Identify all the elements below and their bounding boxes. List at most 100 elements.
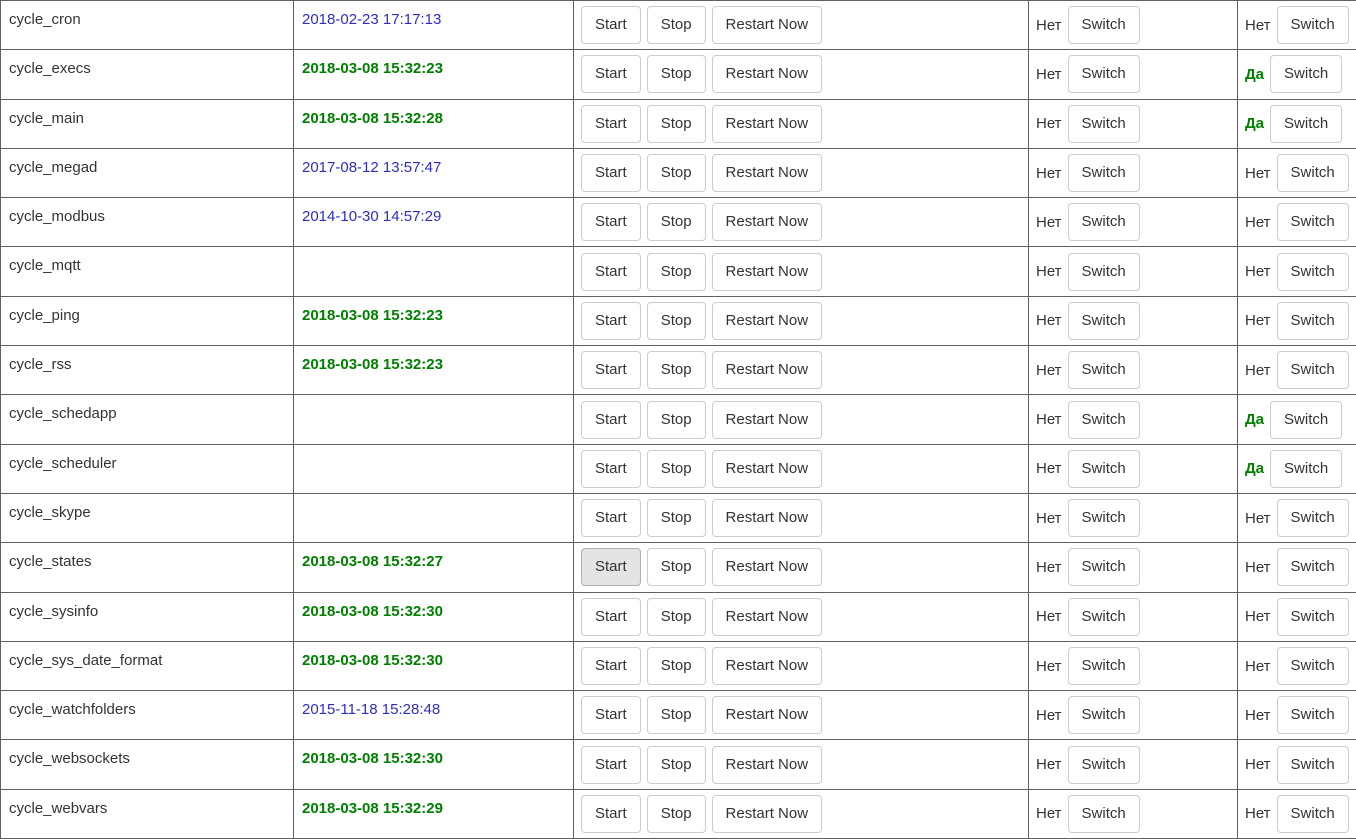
restart-now-button[interactable]: Restart Now xyxy=(711,252,823,291)
flag-b-switch-button[interactable]: Switch xyxy=(1270,400,1343,439)
start-button[interactable]: Start xyxy=(581,301,641,340)
restart-now-button[interactable]: Restart Now xyxy=(711,745,823,784)
flag-b-switch-button[interactable]: Switch xyxy=(1276,252,1349,291)
last-run-cell: 2018-02-23 17:17:13 xyxy=(293,0,574,51)
flag-b-switch-button[interactable]: Switch xyxy=(1276,597,1349,636)
flag-b-switch-button[interactable]: Switch xyxy=(1270,449,1343,488)
stop-button[interactable]: Stop xyxy=(646,104,706,143)
start-button[interactable]: Start xyxy=(581,548,641,587)
start-button[interactable]: Start xyxy=(581,597,641,636)
start-button[interactable]: Start xyxy=(581,104,641,143)
flag-a-switch-button[interactable]: Switch xyxy=(1067,400,1140,439)
controls-group: Start Stop Restart Now xyxy=(574,203,1028,242)
restart-now-button[interactable]: Restart Now xyxy=(711,351,823,390)
stop-button[interactable]: Stop xyxy=(646,55,706,94)
flag-a-switch-button[interactable]: Switch xyxy=(1067,6,1140,45)
stop-button[interactable]: Stop xyxy=(646,6,706,45)
start-button[interactable]: Start xyxy=(581,794,641,833)
flag-a-switch-button[interactable]: Switch xyxy=(1067,301,1140,340)
cycle-name-cell: cycle_schedapp xyxy=(0,394,294,445)
flag-a-switch-button[interactable]: Switch xyxy=(1067,351,1140,390)
flag-b-switch-button[interactable]: Switch xyxy=(1270,104,1343,143)
last-run-timestamp: 2018-03-08 15:32:27 xyxy=(302,553,443,571)
start-button[interactable]: Start xyxy=(581,745,641,784)
flag-b-switch-button[interactable]: Switch xyxy=(1276,154,1349,193)
start-button[interactable]: Start xyxy=(581,647,641,685)
flag-a-switch-button[interactable]: Switch xyxy=(1067,499,1140,538)
flag-a-switch-button[interactable]: Switch xyxy=(1067,252,1140,291)
flag-a-switch-button[interactable]: Switch xyxy=(1067,449,1140,488)
controls-cell: Start Stop Restart Now xyxy=(573,345,1029,396)
restart-now-button[interactable]: Restart Now xyxy=(711,301,823,340)
flag-a-cell: Нет Switch xyxy=(1028,542,1238,593)
restart-now-button[interactable]: Restart Now xyxy=(711,794,823,833)
flag-b-switch-button[interactable]: Switch xyxy=(1276,548,1349,587)
start-button[interactable]: Start xyxy=(581,400,641,439)
last-run-cell: 2015-11-18 15:28:48 xyxy=(293,690,574,741)
stop-button[interactable]: Stop xyxy=(646,548,706,587)
stop-button[interactable]: Stop xyxy=(646,203,706,242)
stop-button[interactable]: Stop xyxy=(646,351,706,390)
flag-b-switch-button[interactable]: Switch xyxy=(1276,6,1349,45)
restart-now-button[interactable]: Restart Now xyxy=(711,154,823,193)
stop-button[interactable]: Stop xyxy=(646,597,706,636)
restart-now-button[interactable]: Restart Now xyxy=(711,696,823,735)
stop-button[interactable]: Stop xyxy=(646,696,706,735)
stop-button[interactable]: Stop xyxy=(646,499,706,538)
flag-b-switch-button[interactable]: Switch xyxy=(1276,203,1349,242)
stop-button[interactable]: Stop xyxy=(646,301,706,340)
restart-now-button[interactable]: Restart Now xyxy=(711,647,823,685)
flag-a-switch-button[interactable]: Switch xyxy=(1067,55,1140,94)
restart-now-button[interactable]: Restart Now xyxy=(711,55,823,94)
flag-b-switch-button[interactable]: Switch xyxy=(1276,696,1349,735)
flag-b-switch-button[interactable]: Switch xyxy=(1270,55,1343,94)
flag-b-switch-button[interactable]: Switch xyxy=(1276,745,1349,784)
flag-b-switch-button[interactable]: Switch xyxy=(1276,351,1349,390)
flag-a-switch-button[interactable]: Switch xyxy=(1067,745,1140,784)
restart-now-button[interactable]: Restart Now xyxy=(711,548,823,587)
stop-button[interactable]: Stop xyxy=(646,400,706,439)
flag-a-switch-button[interactable]: Switch xyxy=(1067,203,1140,242)
stop-button[interactable]: Stop xyxy=(646,154,706,193)
restart-now-button[interactable]: Restart Now xyxy=(711,400,823,439)
stop-button[interactable]: Stop xyxy=(646,252,706,291)
stop-button[interactable]: Stop xyxy=(646,745,706,784)
flag-a-switch-button[interactable]: Switch xyxy=(1067,548,1140,587)
stop-button[interactable]: Stop xyxy=(646,647,706,685)
restart-now-button[interactable]: Restart Now xyxy=(711,499,823,538)
flag-b-group: Нет Switch xyxy=(1238,6,1356,45)
controls-group: Start Stop Restart Now xyxy=(574,597,1028,636)
flag-b-switch-button[interactable]: Switch xyxy=(1276,301,1349,340)
flag-b-switch-button[interactable]: Switch xyxy=(1276,647,1349,685)
controls-group: Start Stop Restart Now xyxy=(574,6,1028,45)
flag-a-switch-button[interactable]: Switch xyxy=(1067,104,1140,143)
start-button[interactable]: Start xyxy=(581,154,641,193)
flag-b-group: Да Switch xyxy=(1238,104,1356,143)
flag-b-switch-button[interactable]: Switch xyxy=(1276,794,1349,833)
restart-now-button[interactable]: Restart Now xyxy=(711,203,823,242)
flag-a-switch-button[interactable]: Switch xyxy=(1067,154,1140,193)
restart-now-button[interactable]: Restart Now xyxy=(711,6,823,45)
start-button[interactable]: Start xyxy=(581,55,641,94)
start-button[interactable]: Start xyxy=(581,696,641,735)
start-button[interactable]: Start xyxy=(581,252,641,291)
start-button[interactable]: Start xyxy=(581,449,641,488)
start-button[interactable]: Start xyxy=(581,203,641,242)
flag-b-value: Нет xyxy=(1245,263,1271,281)
flag-a-switch-button[interactable]: Switch xyxy=(1067,647,1140,685)
flag-a-switch-button[interactable]: Switch xyxy=(1067,696,1140,735)
flag-b-switch-button[interactable]: Switch xyxy=(1276,499,1349,538)
flag-a-switch-button[interactable]: Switch xyxy=(1067,794,1140,833)
controls-cell: Start Stop Restart Now xyxy=(573,640,1029,692)
flag-a-cell: Нет Switch xyxy=(1028,197,1238,248)
stop-button[interactable]: Stop xyxy=(646,794,706,833)
restart-now-button[interactable]: Restart Now xyxy=(711,449,823,488)
stop-button[interactable]: Stop xyxy=(646,449,706,488)
restart-now-button[interactable]: Restart Now xyxy=(711,597,823,636)
restart-now-button[interactable]: Restart Now xyxy=(711,104,823,143)
start-button[interactable]: Start xyxy=(581,499,641,538)
flag-a-switch-button[interactable]: Switch xyxy=(1067,597,1140,636)
controls-cell: Start Stop Restart Now xyxy=(573,394,1029,445)
start-button[interactable]: Start xyxy=(581,351,641,390)
start-button[interactable]: Start xyxy=(581,6,641,45)
